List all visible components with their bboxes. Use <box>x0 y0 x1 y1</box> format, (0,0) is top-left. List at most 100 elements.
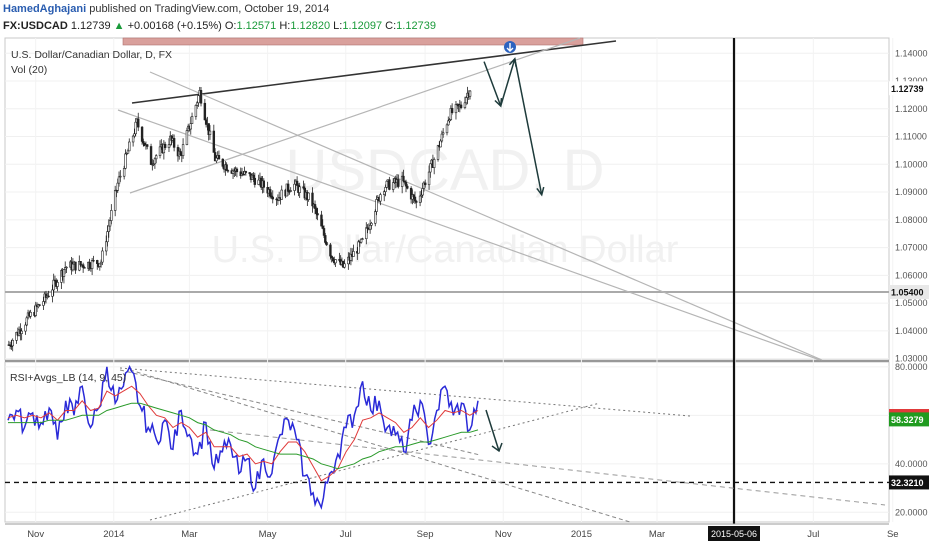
candle-body <box>383 191 386 195</box>
candle-body <box>116 182 119 191</box>
candle-body <box>359 238 363 243</box>
candle-body <box>117 176 121 184</box>
candle-body <box>447 120 450 126</box>
rsi-level-badge: 32.3210 <box>891 478 924 488</box>
candle-body <box>280 189 283 200</box>
candle-body <box>98 263 102 267</box>
candle-body <box>450 107 454 114</box>
candle-body <box>74 261 77 271</box>
candle-body <box>235 168 239 173</box>
price-tick-label: 1.06000 <box>895 270 928 280</box>
candle-body <box>101 250 104 263</box>
rsi-trendline-mid[interactable] <box>119 369 481 456</box>
candle-body <box>375 199 378 212</box>
forecast-segment[interactable] <box>483 61 502 107</box>
volume-label: Vol (20) <box>11 64 47 76</box>
resistance-trendline[interactable] <box>131 40 617 104</box>
candle-body <box>320 214 323 227</box>
candle-body <box>402 175 405 182</box>
candle-body <box>195 102 199 106</box>
trend-lines <box>5 37 889 524</box>
candle-body <box>105 241 108 252</box>
candle-body <box>379 194 382 202</box>
candle-body <box>134 121 137 135</box>
candle-body <box>370 222 373 226</box>
candle-body <box>322 228 326 236</box>
x-tick-label: Nov <box>495 529 512 540</box>
candle-body <box>107 225 110 232</box>
rsi-forecast-segment[interactable] <box>485 409 500 452</box>
descending-trendline-upper[interactable] <box>149 71 823 361</box>
price-tick-label: 1.09000 <box>895 187 928 197</box>
candle-body <box>185 130 189 145</box>
rsi-tick-label: 80.0000 <box>895 362 928 372</box>
candle-body <box>421 188 424 196</box>
candle-body <box>298 186 301 193</box>
watermark-name: U.S. Dollar/Canadian Dollar <box>212 229 679 271</box>
grid-lines <box>5 38 894 522</box>
candle-body <box>208 130 212 135</box>
candle-body <box>468 90 472 97</box>
candle-body <box>248 172 251 175</box>
candle-body <box>189 123 192 130</box>
candle-body <box>226 170 230 172</box>
candle-body <box>221 158 224 167</box>
cursor-date-label: 2015-05-06 <box>711 529 757 539</box>
candle-body <box>439 140 442 148</box>
candle-body <box>432 159 436 168</box>
candle-body <box>321 225 324 229</box>
candle-body <box>106 231 109 243</box>
author-link[interactable]: HamedAghajani <box>3 3 87 15</box>
rsi-trendline-falling[interactable] <box>129 369 631 523</box>
candlestick-series <box>7 86 472 352</box>
candle-body <box>357 241 360 254</box>
candle-body <box>38 304 41 306</box>
candle-body <box>368 224 372 230</box>
cursor-date-bg <box>708 526 760 541</box>
candle-body <box>289 190 292 192</box>
candle-body <box>122 168 126 177</box>
candle-body <box>412 194 415 198</box>
forecast-segment[interactable] <box>499 58 516 107</box>
candle-body <box>418 195 422 203</box>
descending-trendline-lower[interactable] <box>117 109 821 361</box>
candle-body <box>90 259 94 269</box>
candle-body <box>42 301 45 306</box>
rsi-level-badge-bg <box>889 475 929 490</box>
resistance-zone <box>122 37 584 46</box>
ascending-trendline[interactable] <box>129 37 581 194</box>
candle-body <box>352 251 355 257</box>
x-tick-label: Jul <box>340 529 352 540</box>
candle-body <box>295 180 299 186</box>
high-label: H: <box>279 20 291 32</box>
candle-body <box>424 182 427 186</box>
candle-body <box>427 171 431 186</box>
price-panel-title: U.S. Dollar/Canadian Dollar, D, FX <box>11 49 172 61</box>
candle-body <box>252 174 255 179</box>
rsi-line <box>7 364 479 510</box>
rsi-slow-average-line <box>8 402 479 470</box>
close-value: 1.12739 <box>396 20 436 32</box>
candle-body <box>397 179 400 187</box>
candle-body <box>365 227 368 239</box>
rsi-panel-frame <box>4 361 890 523</box>
rsi-value-badge-bg <box>889 412 929 427</box>
forecast-arrowhead-icon <box>536 186 545 197</box>
candle-body <box>56 282 59 287</box>
x-tick-label: Mar <box>181 529 197 540</box>
last-price-badge: 1.12739 <box>891 84 924 94</box>
candle-body <box>126 150 130 154</box>
candle-body <box>29 311 32 317</box>
candle-body <box>244 171 248 173</box>
forecast-segment[interactable] <box>514 58 543 195</box>
low-value: 1.12097 <box>342 20 383 32</box>
axes: 1.14000 1.13000 1.12000 1.11000 1.10000 1.090… <box>5 48 929 541</box>
candle-body <box>88 261 91 269</box>
symbol-label[interactable]: FX:USDCAD <box>3 20 68 32</box>
high-value: 1.12820 <box>290 20 331 32</box>
rsi-trendline-top[interactable] <box>119 367 691 417</box>
candle-body <box>307 192 310 200</box>
candle-body <box>288 191 291 193</box>
